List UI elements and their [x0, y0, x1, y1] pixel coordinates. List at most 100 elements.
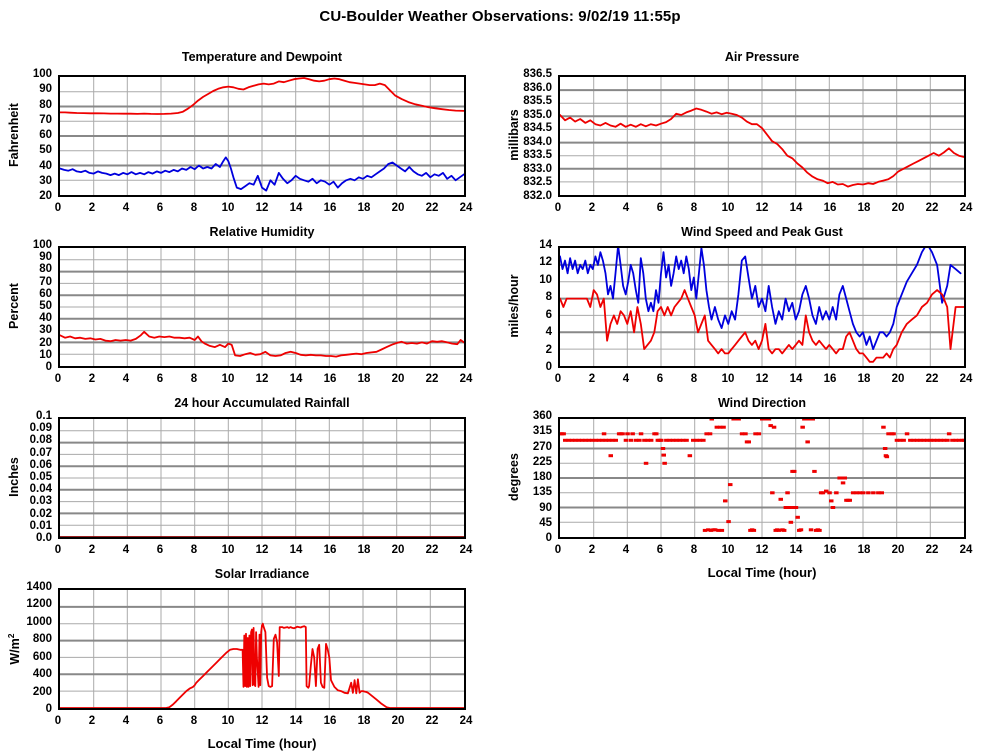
x-tick-label: 24 [459, 715, 473, 727]
x-tick-label: 8 [690, 544, 698, 556]
plot-area-temperature-dewpoint[interactable] [58, 75, 466, 197]
y-tick-label: 0.09 [29, 422, 52, 435]
y-tick-label: 200 [32, 685, 52, 698]
y-tick-label: 0.1 [36, 410, 52, 422]
x-tick-label: 8 [190, 373, 198, 385]
y-tick-label: 30 [39, 174, 52, 187]
y-tick-label: 1400 [26, 581, 52, 593]
x-tick-label: 10 [721, 544, 735, 556]
y-tick-label: 360 [532, 410, 552, 422]
x-tick-label: 4 [622, 373, 630, 385]
x-tick-label: 14 [289, 373, 303, 385]
y-tick-label: 0.0 [36, 532, 52, 544]
plot-area-wind-direction[interactable] [558, 417, 966, 539]
x-tick-label: 8 [190, 544, 198, 556]
y-tick-label: 400 [32, 668, 52, 681]
x-tick-label: 14 [789, 373, 803, 385]
x-tick-label: 6 [156, 373, 164, 385]
x-tick-label: 4 [122, 202, 130, 214]
x-tick-label: 10 [721, 373, 735, 385]
y-tick-label: 836.5 [523, 68, 552, 80]
x-tick-label: 20 [391, 202, 405, 214]
plot-area-air-pressure[interactable] [558, 75, 966, 197]
y-tick-label: 0 [545, 361, 552, 373]
x-tick-label: 2 [588, 544, 596, 556]
y-tick-label: 833.5 [523, 149, 552, 162]
x-tick-label: 16 [323, 715, 337, 727]
x-tick-label: 24 [459, 202, 473, 214]
x-tick-label: 6 [156, 544, 164, 556]
x-tick-label: 16 [823, 373, 837, 385]
x-tick-label: 12 [755, 373, 769, 385]
y-tick-label: 832.0 [523, 190, 552, 202]
y-tick-label: 835.5 [523, 95, 552, 108]
chart-title-wind-speed-peak-gust: Wind Speed and Peak Gust [681, 225, 843, 239]
y-tick-label: 2 [545, 343, 552, 356]
y-tick-label: 40 [39, 159, 52, 172]
x-tick-label: 8 [690, 202, 698, 214]
x-tick-label: 6 [156, 202, 164, 214]
y-tick-label: 270 [532, 440, 552, 453]
x-tick-label: 22 [925, 373, 939, 385]
x-tick-label: 4 [122, 544, 130, 556]
x-tick-label: 24 [459, 544, 473, 556]
y-tick-label: 0.03 [29, 495, 52, 508]
x-tick-label: 0 [54, 544, 62, 556]
y-tick-label: 0.02 [29, 507, 52, 520]
x-tick-label: 18 [857, 544, 871, 556]
y-tick-label: 834.0 [523, 135, 552, 148]
x-tick-label: 6 [656, 373, 664, 385]
y-tick-label: 90 [39, 251, 52, 264]
y-tick-label: 832.5 [523, 176, 552, 189]
y-tick-label: 8 [545, 291, 552, 304]
x-tick-label: 2 [588, 373, 596, 385]
y-tick-label: 60 [39, 287, 52, 300]
y-tick-label: 1000 [26, 615, 52, 628]
x-tick-label: 16 [823, 202, 837, 214]
plot-area-relative-humidity[interactable] [58, 246, 466, 368]
x-tick-label: 16 [323, 202, 337, 214]
x-tick-label: 6 [156, 715, 164, 727]
plot-area-wind-speed-peak-gust[interactable] [558, 246, 966, 368]
x-tick-label: 0 [54, 202, 62, 214]
x-tick-label: 2 [88, 373, 96, 385]
y-tick-label: 100 [32, 239, 52, 251]
x-tick-label: 20 [891, 202, 905, 214]
x-tick-label: 2 [588, 202, 596, 214]
y-tick-label: 100 [32, 68, 52, 80]
x-tick-label: 18 [357, 373, 371, 385]
x-tick-label: 10 [221, 715, 235, 727]
y-tick-label: 180 [532, 471, 552, 483]
plot-area-rainfall[interactable] [58, 417, 466, 539]
y-tick-label: 0.01 [29, 519, 52, 532]
x-tick-label: 12 [255, 544, 269, 556]
y-tick-label: 6 [545, 308, 552, 321]
x-tick-label: 24 [459, 373, 473, 385]
x-tick-label: 2 [88, 202, 96, 214]
x-tick-label: 0 [54, 715, 62, 727]
plot-area-solar-irradiance[interactable] [58, 588, 466, 710]
y-tick-label: 20 [39, 336, 52, 349]
y-tick-label: 0.06 [29, 458, 52, 471]
x-tick-label: 20 [391, 715, 405, 727]
y-tick-label: 10 [539, 273, 552, 286]
y-tick-label: 45 [539, 516, 552, 529]
y-tick-label: 60 [39, 129, 52, 141]
y-tick-label: 0 [45, 361, 52, 373]
y-tick-label: 90 [39, 83, 52, 96]
x-tick-label: 22 [425, 544, 439, 556]
x-tick-label: 18 [357, 202, 371, 214]
y-tick-label: 835.0 [523, 108, 552, 121]
x-tick-label: 12 [755, 544, 769, 556]
y-tick-label: 834.5 [523, 122, 552, 135]
y-tick-label: 0.07 [29, 446, 52, 459]
x-tick-label: 4 [622, 544, 630, 556]
x-tick-label: 20 [391, 544, 405, 556]
x-tick-label: 20 [891, 373, 905, 385]
chart-title-temperature-dewpoint: Temperature and Dewpoint [181, 50, 343, 64]
